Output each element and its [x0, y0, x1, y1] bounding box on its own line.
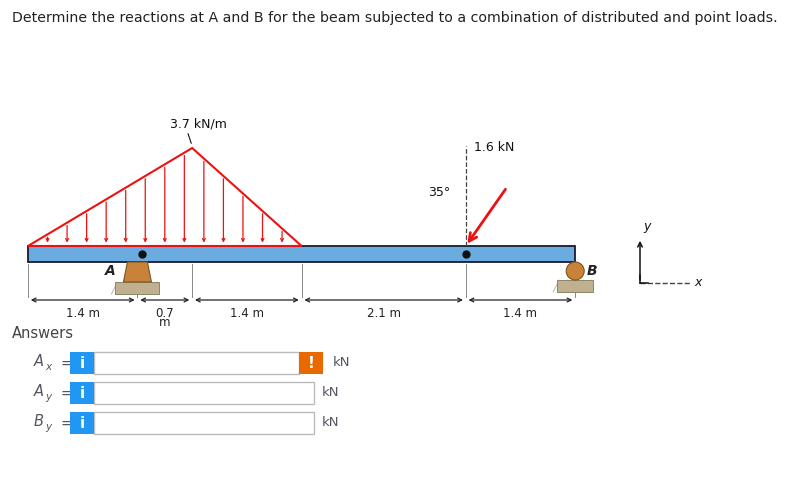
Bar [28, 246, 575, 262]
Text: =: = [60, 385, 72, 401]
Text: i: i [79, 356, 85, 370]
Text: i: i [79, 415, 85, 431]
FancyBboxPatch shape [70, 382, 94, 404]
Text: !: ! [307, 356, 314, 370]
Text: x: x [694, 276, 702, 290]
Circle shape [566, 262, 584, 280]
Text: y: y [45, 422, 51, 432]
Text: =: = [60, 356, 72, 370]
FancyBboxPatch shape [94, 352, 299, 374]
Text: Answers: Answers [12, 326, 74, 341]
Text: A: A [34, 383, 44, 399]
Text: B: B [587, 264, 598, 278]
Text: y: y [45, 392, 51, 402]
Text: 1.4 m: 1.4 m [66, 307, 100, 320]
Text: m: m [159, 316, 170, 329]
FancyBboxPatch shape [94, 382, 314, 404]
FancyBboxPatch shape [299, 352, 323, 374]
FancyBboxPatch shape [94, 412, 314, 434]
Text: B: B [34, 413, 44, 428]
Text: A: A [105, 264, 116, 278]
Text: x: x [45, 362, 51, 372]
Text: kN: kN [322, 387, 340, 400]
Bar [558, 280, 593, 292]
Text: Determine the reactions at A and B for the beam subjected to a combination of di: Determine the reactions at A and B for t… [12, 11, 778, 25]
Text: 1.6 kN: 1.6 kN [474, 141, 514, 154]
Text: i: i [79, 385, 85, 401]
Text: 1.4 m: 1.4 m [230, 307, 264, 320]
FancyBboxPatch shape [70, 352, 94, 374]
Text: 3.7 kN/m: 3.7 kN/m [170, 117, 227, 130]
Text: 2.1 m: 2.1 m [367, 307, 401, 320]
FancyBboxPatch shape [70, 412, 94, 434]
Text: kN: kN [333, 357, 351, 369]
Text: A: A [34, 354, 44, 369]
Text: 1.4 m: 1.4 m [504, 307, 538, 320]
Text: y: y [643, 220, 650, 233]
Bar [116, 282, 159, 294]
Text: =: = [60, 415, 72, 431]
Text: 35°: 35° [428, 185, 450, 198]
Text: kN: kN [322, 416, 340, 430]
Polygon shape [124, 262, 151, 282]
Text: 0.7: 0.7 [155, 307, 174, 320]
